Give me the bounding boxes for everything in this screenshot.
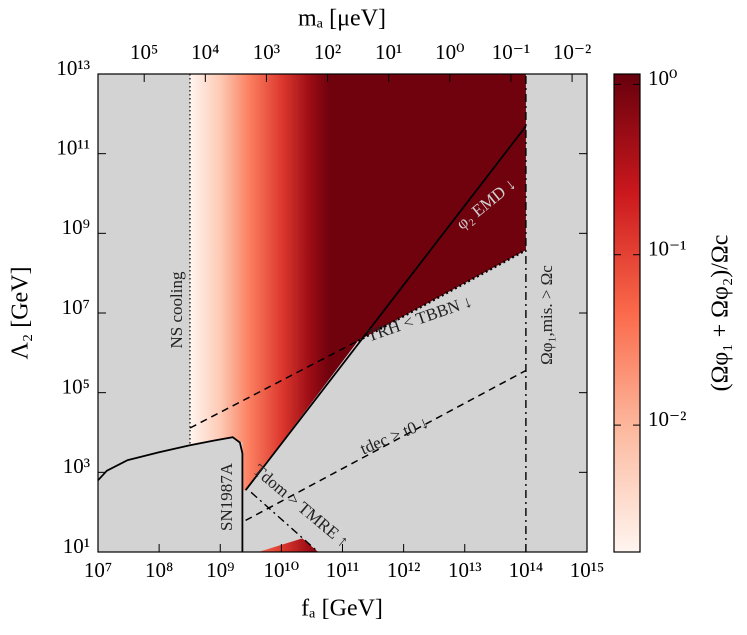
colorbar-tick-label: 10⁻¹ [648,237,686,261]
boundary-line [250,491,319,553]
x-axis-label: fₐ [GeV] [301,596,383,622]
x-tick-label: 10¹⁴ [509,558,544,582]
top-tick-label: 10¹ [375,40,402,64]
y-tick-label: 10³ [63,454,90,478]
top-tick-label: 10⁴ [191,40,219,64]
boundary-line [357,249,527,342]
annotation: Ωφ₁,mis. > Ωc [537,265,556,365]
y-tick-label: 10¹ [63,534,90,558]
x-tick-label: 10¹⁵ [570,558,605,582]
x-tick-label: 10¹² [387,558,421,582]
y-tick-label: 10⁹ [62,215,90,239]
top-tick-label: 10⁻¹ [492,40,530,64]
x-tick-label: 10¹³ [448,558,482,582]
top-tick-label: 10⁻² [553,40,591,64]
boundary-line [189,340,359,429]
abundance-region [190,74,526,491]
top-axis-label: mₐ [μeV] [298,6,386,32]
y-tick-label: 10¹¹ [56,135,90,159]
x-tick-label: 10⁸ [145,558,173,582]
y-tick-label: 10⁵ [62,374,90,398]
x-tick-label: 10⁷ [84,558,112,582]
top-tick-label: 10⁰ [435,40,464,64]
boundary-line [244,125,527,491]
x-tick-label: 10¹¹ [326,558,360,582]
boundary-line [245,369,527,522]
y-tick-label: 10¹³ [56,56,90,80]
colorbar-label: (Ωφ₁ + Ωφ₂)/Ωc [708,235,734,392]
x-tick-label: 10⁹ [206,558,234,582]
annotation: SN1987A [217,462,236,531]
x-tick-label: 10¹⁰ [264,558,300,582]
colorbar-tick-label: 10⁰ [648,66,677,90]
abundance-region [258,538,319,552]
colorbar-tick-label: 10⁻² [648,407,686,431]
top-tick-label: 10³ [253,40,280,64]
colorbar [613,73,641,553]
y-tick-label: 10⁷ [62,295,90,319]
y-axis-label: Λ₂ [GeV] [8,266,34,359]
boundary-line [97,436,244,552]
annotation: NS cooling [167,271,186,348]
top-tick-label: 10⁵ [130,40,158,64]
top-tick-label: 10² [314,40,341,64]
